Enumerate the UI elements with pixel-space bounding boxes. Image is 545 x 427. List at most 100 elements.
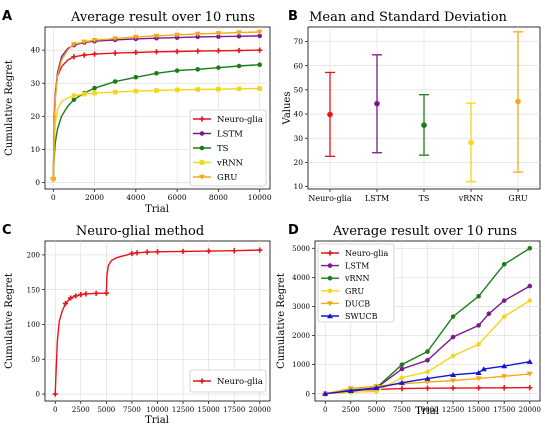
y-tick-label: 60 bbox=[293, 61, 303, 70]
data-point bbox=[347, 388, 354, 394]
panel-b-title: Mean and Standard Deviation bbox=[309, 10, 507, 25]
x-tick-label: 4000 bbox=[126, 193, 145, 202]
data-point bbox=[425, 369, 430, 375]
panel-c-ylabel: Cumulative Regret bbox=[4, 273, 15, 369]
x-tick-label: 2000 bbox=[85, 193, 104, 202]
y-tick-label: 10 bbox=[293, 182, 303, 191]
data-point bbox=[236, 86, 242, 92]
data-point bbox=[153, 33, 160, 39]
legend-label: DUCB bbox=[345, 299, 370, 308]
data-point bbox=[112, 79, 118, 84]
panel-letter-a: A bbox=[2, 9, 12, 24]
data-point bbox=[216, 86, 221, 92]
data-point bbox=[501, 385, 507, 391]
data-point bbox=[322, 390, 329, 396]
data-point bbox=[92, 90, 97, 96]
data-point bbox=[180, 248, 186, 255]
data-point bbox=[81, 39, 88, 45]
x-tick-label: 12500 bbox=[172, 406, 194, 414]
legend-marker bbox=[199, 131, 205, 136]
legend-label: LSTM bbox=[345, 262, 369, 271]
x-tick-label: 2500 bbox=[342, 406, 360, 414]
data-point bbox=[501, 374, 508, 380]
data-point bbox=[399, 366, 405, 372]
data-point bbox=[81, 52, 87, 58]
legend-label: Neuro-glia bbox=[217, 115, 263, 125]
legend-marker bbox=[199, 116, 205, 122]
legend-label: Neuro-glia bbox=[217, 377, 263, 387]
data-point bbox=[195, 67, 201, 72]
panel-a-title: Average result over 10 runs bbox=[70, 10, 255, 25]
data-point bbox=[475, 376, 482, 382]
x-tick-label: LSTM bbox=[365, 194, 389, 203]
x-tick-label: 8000 bbox=[209, 193, 228, 202]
data-point bbox=[527, 298, 533, 303]
panel-a-frame bbox=[44, 26, 271, 190]
panel-a-legend: Neuro-glia LSTM TS vRNN GRU bbox=[189, 109, 267, 187]
data-point bbox=[399, 362, 405, 367]
y-tick-label: 3000 bbox=[292, 303, 310, 311]
y-tick-label: 40 bbox=[30, 46, 40, 55]
data-point bbox=[93, 290, 99, 296]
data-point bbox=[236, 33, 242, 39]
data-point bbox=[236, 47, 242, 54]
x-tick-label: 10000 bbox=[248, 193, 272, 202]
panel-letter-c: C bbox=[2, 223, 12, 238]
data-point bbox=[257, 62, 262, 67]
data-point bbox=[527, 245, 533, 251]
data-point bbox=[476, 293, 481, 299]
mean-point bbox=[374, 100, 380, 107]
y-tick-label: 50 bbox=[31, 356, 40, 364]
data-point bbox=[486, 311, 492, 317]
legend-marker bbox=[199, 378, 205, 384]
panel-a-ticks: 0 2000 4000 6000 8000 10000 0 10 20 30 40 bbox=[30, 46, 271, 202]
y-tick-label: 100 bbox=[27, 321, 40, 329]
data-point bbox=[52, 391, 58, 397]
x-tick-label: 6000 bbox=[168, 193, 187, 202]
panel-letter-b: B bbox=[288, 9, 298, 24]
x-tick-label: 15000 bbox=[197, 406, 219, 414]
panel-d-legend: Neuro-glia LSTM vRNN GRU DUCB SWUCB bbox=[317, 243, 395, 323]
data-point bbox=[501, 363, 508, 369]
x-tick-label: vRNN bbox=[458, 194, 484, 203]
y-tick-label: 40 bbox=[293, 110, 303, 119]
data-point bbox=[450, 378, 457, 384]
panel-letter-d: D bbox=[288, 223, 299, 238]
data-point bbox=[236, 63, 242, 69]
mean-point bbox=[327, 111, 333, 118]
panel-b-ylabel: Values bbox=[282, 92, 293, 126]
data-point bbox=[134, 250, 140, 256]
x-tick-label: 17500 bbox=[223, 406, 245, 414]
data-point bbox=[527, 283, 533, 289]
data-point bbox=[133, 49, 139, 56]
panel-d-series bbox=[322, 245, 533, 397]
data-point bbox=[73, 293, 79, 299]
data-point bbox=[154, 249, 161, 255]
x-tick-label: 0 bbox=[51, 193, 56, 202]
data-point bbox=[153, 49, 160, 55]
data-point bbox=[206, 248, 212, 254]
legend-marker bbox=[199, 160, 205, 165]
data-point bbox=[194, 31, 201, 37]
data-point bbox=[450, 353, 456, 359]
data-point bbox=[215, 48, 221, 54]
data-point bbox=[91, 38, 98, 44]
panel-c: C Neuro-glial method 0 2500 5000 7500 10000 1… bbox=[2, 223, 271, 426]
data-point bbox=[174, 68, 180, 73]
legend-marker bbox=[327, 275, 333, 281]
legend-label: Neuro-glia bbox=[345, 249, 388, 258]
x-tick-label: TS bbox=[419, 194, 430, 203]
data-point bbox=[424, 375, 431, 381]
data-point bbox=[71, 93, 77, 99]
panel-c-title: Neuro-glial method bbox=[76, 224, 204, 239]
data-point bbox=[174, 32, 181, 38]
panel-d-ticks: 0 2500 5000 7500 10000 12500 15000 17500 20000 0 1… bbox=[292, 245, 541, 414]
panel-d-legend-box bbox=[317, 243, 395, 323]
data-point bbox=[526, 371, 533, 377]
legend-marker bbox=[327, 263, 333, 268]
x-tick-label: 15000 bbox=[467, 406, 489, 414]
data-point bbox=[425, 349, 430, 354]
legend-marker bbox=[327, 288, 333, 294]
legend-label: GRU bbox=[217, 173, 237, 183]
data-point bbox=[195, 87, 201, 92]
